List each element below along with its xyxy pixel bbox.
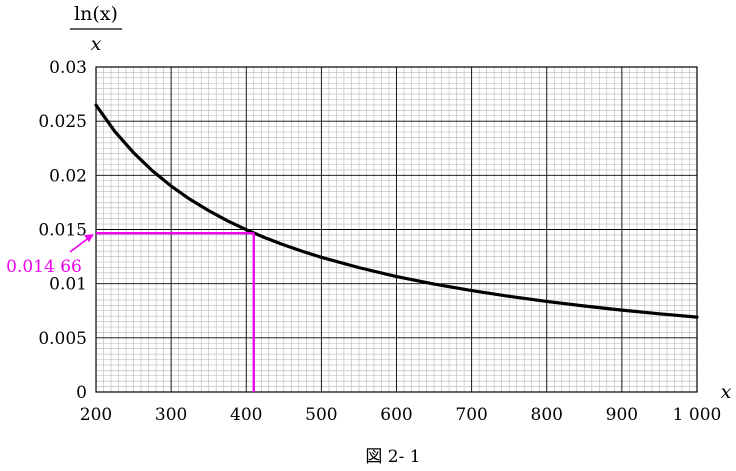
- plot-frame: [95, 66, 698, 393]
- y-tick-label: 0: [76, 383, 87, 403]
- x-axis-title: x: [721, 381, 732, 403]
- annotation-layer: 0.014 66: [6, 231, 255, 392]
- y-tick-label: 0.005: [38, 329, 87, 349]
- y-tick-label: 0.01: [49, 275, 87, 295]
- x-tick-label: 800: [531, 405, 563, 425]
- x-tick-label: 400: [230, 405, 262, 425]
- x-tick-label: 200: [80, 405, 112, 425]
- annotation-label: 0.014 66: [6, 257, 82, 277]
- y-tick-label: 0.02: [49, 166, 87, 186]
- figure-caption: 図 2- 1: [365, 447, 420, 467]
- annotation-arrowhead: [84, 234, 94, 243]
- x-tick-label: 1 000: [673, 405, 722, 425]
- y-axis-title-denominator: x: [91, 33, 102, 55]
- x-tick-label: 900: [606, 405, 638, 425]
- y-tick-label: 0.025: [38, 112, 87, 132]
- x-tick-label: 600: [380, 405, 412, 425]
- x-tick-labels: 200 300 400 500 600 700 800 900 1 000: [80, 405, 722, 425]
- y-axis-title-numerator: ln(x): [74, 3, 118, 25]
- y-tick-labels: 0 0.005 0.01 0.015 0.02 0.025 0.03: [38, 58, 87, 403]
- y-tick-label: 0.015: [38, 221, 87, 241]
- x-tick-label: 500: [305, 405, 337, 425]
- x-tick-label: 300: [155, 405, 187, 425]
- x-tick-label: 700: [455, 405, 487, 425]
- series-layer: [94, 103, 699, 319]
- series-curve: [94, 103, 699, 319]
- y-tick-label: 0.03: [49, 58, 87, 78]
